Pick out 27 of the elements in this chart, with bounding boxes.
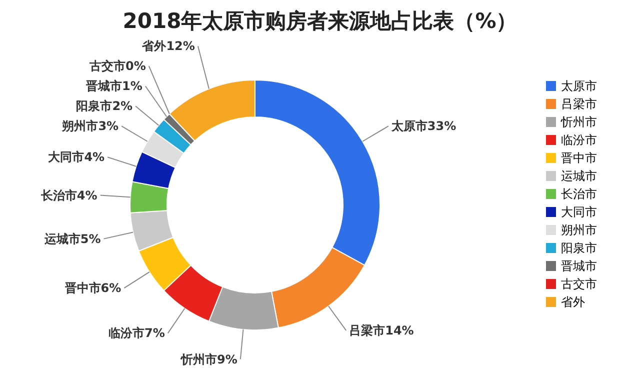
legend-label: 太原市 xyxy=(561,79,597,93)
category-label: 晋城市1% xyxy=(86,79,142,94)
legend-label: 阳泉市 xyxy=(561,241,597,255)
category-label: 省外12% xyxy=(142,39,195,54)
legend-label: 长治市 xyxy=(561,187,597,201)
category-label: 长治市4% xyxy=(40,188,98,202)
category-label: 大同市4% xyxy=(48,150,105,164)
legend-label: 忻州市 xyxy=(560,115,597,129)
chart-title: 2018年太原市购房者来源地占比表（%） xyxy=(122,9,518,33)
category-label: 运城市5% xyxy=(44,232,101,246)
category-label: 太原市33% xyxy=(391,119,456,134)
legend-label: 古交市 xyxy=(561,277,597,291)
category-label: 吕梁市14% xyxy=(349,323,414,338)
legend-label: 省外 xyxy=(561,295,585,309)
category-label: 阳泉市2% xyxy=(76,99,133,114)
legend-label: 临汾市 xyxy=(561,133,597,147)
category-label: 古交市0% xyxy=(90,59,146,74)
legend-label: 运城市 xyxy=(561,169,597,183)
category-label: 临汾市7% xyxy=(108,326,165,340)
legend-label: 朔州市 xyxy=(561,223,597,237)
legend-label: 大同市 xyxy=(561,205,597,219)
legend-label: 吕梁市 xyxy=(561,97,597,111)
legend-label: 晋中市 xyxy=(561,151,597,165)
legend-label: 晋城市 xyxy=(561,259,597,273)
category-label: 晋中市6% xyxy=(64,281,122,296)
category-label: 朔州市3% xyxy=(62,119,119,134)
category-label: 忻州市9% xyxy=(181,352,238,366)
